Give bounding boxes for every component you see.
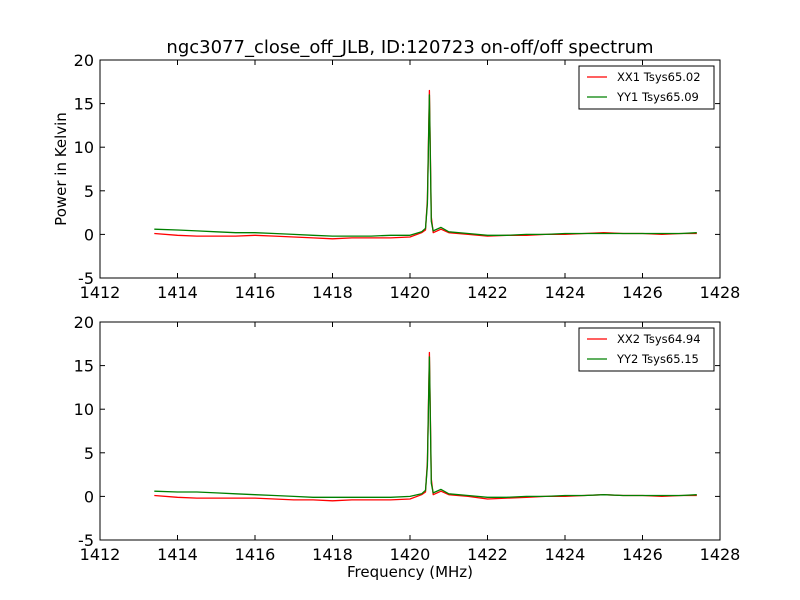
x-tick-label: 1426 [622,283,663,302]
y-axis-label: Power in Kelvin [52,112,70,226]
x-tick-label: 1420 [390,545,431,564]
x-axis-label: Frequency (MHz) [347,563,473,581]
series-line-1-1 [154,89,697,240]
y-tick-label: 5 [84,182,94,201]
series-line-2-2 [154,356,697,498]
x-tick-label: 1426 [622,545,663,564]
y-tick-label: -5 [78,269,94,288]
x-tick-label: 1418 [312,283,353,302]
y-tick-label: 10 [74,400,94,419]
y-tick-label: 10 [74,138,94,157]
series-line-2-1 [154,351,697,502]
x-tick-label: 1416 [235,283,276,302]
legend: XX2 Tsys64.94 YY2 Tsys65.15 [578,327,715,372]
x-tick-label: 1420 [390,283,431,302]
x-tick-label: 1424 [545,283,586,302]
legend-entry: YY2 Tsys65.15 [616,352,699,366]
y-tick-label: 0 [84,225,94,244]
series-line-1-2 [154,94,697,237]
x-tick-label: 1428 [700,283,741,302]
y-tick-label: 5 [84,444,94,463]
x-tick-label: 1422 [467,545,508,564]
legend-box [578,327,715,372]
legend-entry: XX2 Tsys64.94 [617,332,701,346]
x-tick-label: 1412 [80,545,121,564]
y-tick-label: 20 [74,51,94,70]
legend-box [578,65,715,110]
x-tick-label: 1414 [157,545,198,564]
figure-title: ngc3077_close_off_JLB, ID:120723 on-off/… [166,37,653,58]
x-tick-label: 1414 [157,283,198,302]
y-tick-label: 15 [74,95,94,114]
y-tick-label: 20 [74,313,94,332]
x-tick-label: 1422 [467,283,508,302]
x-tick-label: 1412 [80,283,121,302]
x-tick-label: 1424 [545,545,586,564]
y-tick-label: -5 [78,531,94,550]
legend: XX1 Tsys65.02 YY1 Tsys65.09 [578,65,715,110]
panel-2: 1412 1414 1416 1418 1420 1422 1424 1426 1428 -5 0 5… [74,313,741,581]
y-tick-label: 15 [74,357,94,376]
legend-entry: YY1 Tsys65.09 [616,90,699,104]
x-tick-label: 1416 [235,545,276,564]
x-tick-label: 1418 [312,545,353,564]
panel-1: 1412 1414 1416 1418 1420 1422 1424 1426 1428 -5 0 5… [52,51,740,302]
legend-entry: XX1 Tsys65.02 [617,70,701,84]
y-tick-label: 0 [84,487,94,506]
x-tick-label: 1428 [700,545,741,564]
